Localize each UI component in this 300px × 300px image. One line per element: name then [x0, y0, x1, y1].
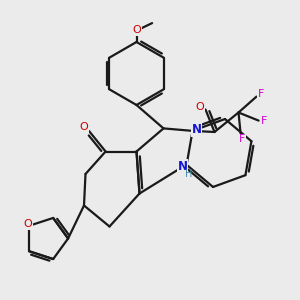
Text: O: O	[79, 122, 88, 133]
Text: O: O	[132, 25, 141, 35]
Text: F: F	[258, 89, 264, 99]
Text: O: O	[196, 101, 205, 112]
Text: H: H	[185, 169, 192, 179]
Text: F: F	[239, 134, 245, 145]
Text: F: F	[261, 116, 267, 126]
Text: O: O	[23, 219, 32, 229]
Text: N: N	[191, 123, 202, 136]
Text: N: N	[177, 160, 188, 173]
